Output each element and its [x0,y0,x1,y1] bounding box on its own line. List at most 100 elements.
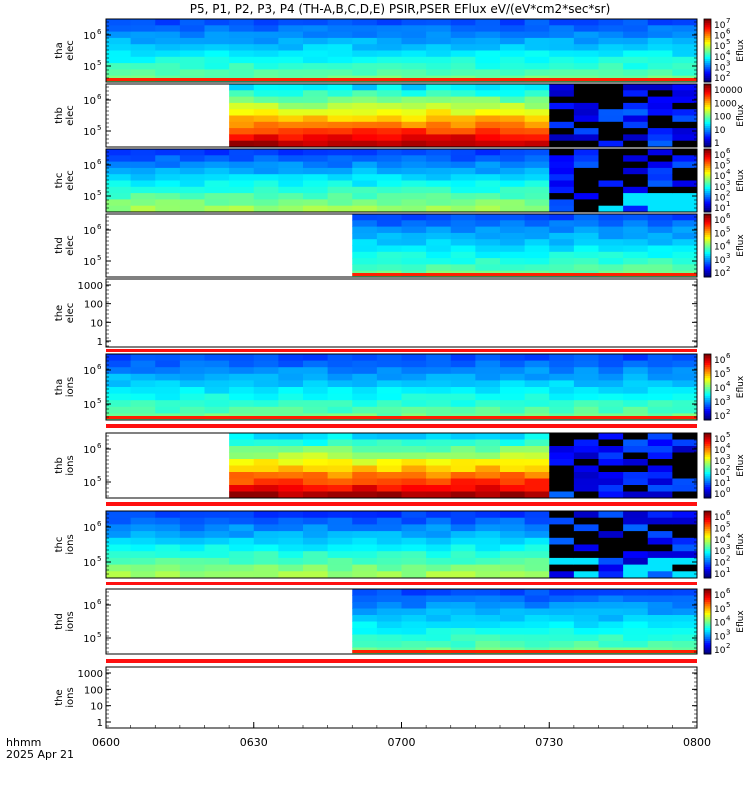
spectrogram-cell [573,478,599,486]
spectrogram-cell [500,134,526,142]
x-tick-label: 0630 [240,736,268,749]
spectrogram-cell [130,25,156,33]
spectrogram-cell [303,524,329,532]
spectrogram-cell [623,220,649,228]
spectrogram-cell [672,537,698,545]
spectrogram-cell [106,31,132,39]
spectrogram-cell [573,220,599,228]
spectrogram-cell [672,232,698,240]
spectrogram-cell [303,373,329,381]
spectrogram-cell [401,589,427,596]
spectrogram-cell [573,360,599,368]
colorbar-tick-label: 10 [714,457,726,467]
spectrogram-cell [450,161,476,169]
spectrogram-cell [647,149,673,156]
spectrogram-cell [598,31,624,39]
spectrogram-cell [426,226,452,234]
spectrogram-cell [327,459,353,466]
colorbar-tick-exponent: 4 [726,532,731,540]
spectrogram-cell [376,186,402,194]
y-tick-exponent: 6 [97,28,102,36]
spectrogram-cell [549,84,575,91]
spectrogram-cell [303,149,329,156]
spectrogram-cell [598,485,624,492]
colorbar-tick-exponent: 4 [726,239,731,247]
spectrogram-cell [647,63,673,70]
spectrogram-cell [229,400,255,408]
spectrogram-cell [426,140,452,148]
colorbar-tick-label: 1 [714,139,720,149]
spectrogram-cell [500,387,526,395]
spectrogram-cell [253,205,279,213]
spectrogram-cell [573,641,599,648]
spectrogram-cell [229,571,255,579]
spectrogram-cell [426,439,452,447]
spectrogram-cell [278,56,304,64]
spectrogram-cell [278,102,304,110]
spectrogram-cell [524,50,550,58]
colorbar-tick-label: 10 [714,547,726,557]
spectrogram-cell [130,186,156,194]
spectrogram-cell [623,511,649,519]
spectrogram-cell [352,96,378,104]
spectrogram-cell [647,37,673,45]
spectrogram-cell [204,373,230,381]
spectrogram-cell [401,25,427,33]
spectrogram-cell [598,134,624,142]
spectrogram-cell [352,354,378,362]
spectrogram-cell [352,205,378,213]
spectrogram-cell [450,537,476,545]
spectrogram-cell [155,193,181,200]
spectrogram-cell [278,465,304,473]
spectrogram-cell [253,37,279,45]
spectrogram-cell [303,193,329,200]
spectrogram-cell [426,621,452,629]
spectrogram-cell [401,155,427,163]
spectrogram-cell [623,69,649,77]
spectrogram-cell [672,115,698,123]
spectrogram-cell [450,25,476,33]
spectrogram-cell [524,564,550,572]
panel-ylabel: thdelec [54,235,76,256]
spectrogram-cell [179,406,205,414]
spectrogram-cell [450,406,476,414]
spectrogram-cell [426,186,452,194]
spectrogram-cell [303,387,329,395]
spectrogram-cell [500,465,526,473]
spectrogram-cell [278,155,304,163]
spectrogram-cell [376,19,402,26]
spectrogram-cell [573,517,599,525]
spectrogram-cell [524,149,550,156]
spectrogram-cell [253,199,279,207]
spectrogram-cell [327,557,353,566]
spectrogram-cell [500,608,526,616]
spectrogram-cell [426,96,452,104]
spectrogram-cell [426,115,452,123]
spectrogram-cell [401,459,427,466]
spectrogram-cell [475,634,501,642]
spectrogram-cell [327,387,353,395]
spectrogram-cell [352,50,378,58]
colorbar-tick-exponent: 5 [726,225,730,233]
spectrogram-cell [401,226,427,234]
spectrogram-cell [598,459,624,466]
panel-ylabel: thaelec [54,40,76,61]
spectrogram-cell [598,155,624,163]
spectrogram-cell [352,63,378,70]
spectrogram-cell [229,537,255,545]
spectrogram-cell [672,491,698,499]
spectrogram-cell [623,140,649,148]
spectrogram-cell [450,140,476,148]
spectrogram-cell [475,628,501,635]
spectrogram-cell [500,628,526,635]
spectrogram-cell [376,393,402,401]
spectrogram-cell [475,69,501,77]
spectrogram-cell [549,400,575,408]
spectrogram-cell [647,544,673,552]
spectrogram-cell [672,25,698,33]
spectrogram-cell [500,102,526,110]
spectrogram-cell [598,109,624,116]
spectrogram-cell [401,544,427,552]
